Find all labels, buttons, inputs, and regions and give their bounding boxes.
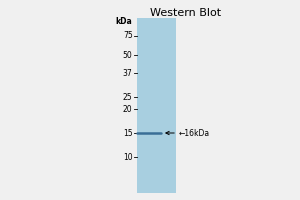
Text: ←16kDa: ←16kDa [178,129,210,138]
Text: 10: 10 [123,152,133,162]
Bar [136,18,176,193]
Text: Western Blot: Western Blot [150,8,222,18]
Text: 75: 75 [123,31,133,40]
Text: 37: 37 [123,68,133,77]
Bar [136,18,176,193]
Text: 25: 25 [123,92,133,102]
Text: 15: 15 [123,129,133,138]
Text: kDa: kDa [115,18,132,26]
Text: 50: 50 [123,50,133,60]
Text: 20: 20 [123,104,133,114]
